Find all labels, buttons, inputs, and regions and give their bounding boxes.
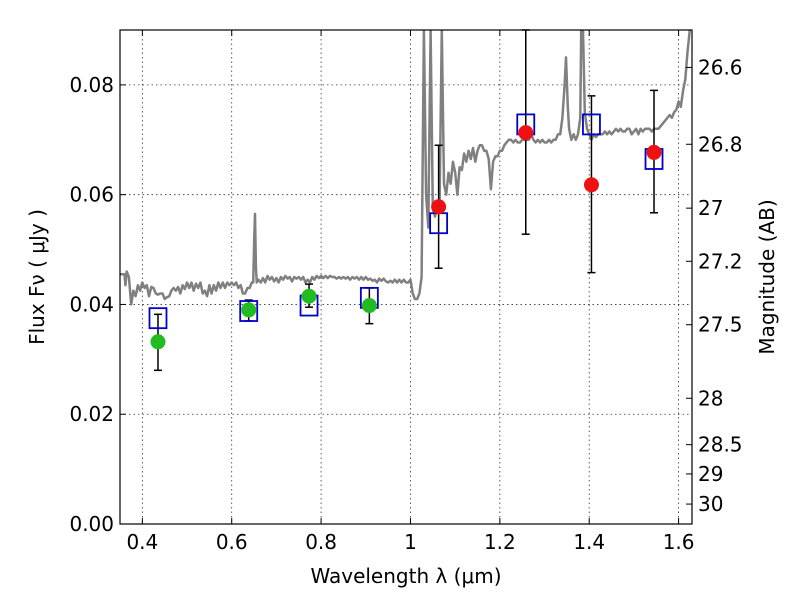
nir-data-point — [583, 177, 599, 193]
optical-data-point — [301, 288, 317, 304]
right-tick-label: 26.6 — [698, 55, 743, 79]
right-tick-label: 27.5 — [698, 313, 743, 337]
model-band-square — [239, 300, 259, 322]
nir-data-point — [431, 199, 447, 215]
x-axis-label: Wavelength λ (μm) — [310, 564, 501, 588]
right-axis-label: Magnitude (AB) — [755, 199, 779, 354]
right-tick-label: 27 — [698, 196, 723, 220]
model-band-square — [582, 113, 601, 136]
x-tick-label: 1.4 — [573, 530, 605, 554]
y-tick-label: 0.02 — [69, 402, 114, 426]
y-axis-label: Flux Fν ( μJy ) — [25, 209, 49, 345]
nir-data-point — [646, 144, 662, 160]
right-tick-label: 30 — [698, 492, 723, 516]
y-tick-label: 0.08 — [69, 73, 114, 97]
y-tick-label: 0.04 — [69, 292, 114, 316]
right-tick-label: 28 — [698, 386, 723, 410]
right-tick-label: 27.2 — [698, 249, 743, 273]
model-spectrum-line — [120, 30, 692, 306]
optical-data-point — [241, 302, 257, 318]
x-tick-label: 0.6 — [216, 530, 248, 554]
axis-ticks: 0.4 0.6 0.8 1 1.2 1.4 1.6 0.00 0.02 0.04 0.06 0.08 2… — [69, 30, 743, 554]
right-tick-label: 26.8 — [698, 132, 743, 156]
axes-frame — [119, 29, 693, 525]
x-tick-label: 0.8 — [305, 530, 337, 554]
x-tick-label: 1 — [404, 530, 417, 554]
grid — [120, 30, 692, 525]
optical-data-point — [150, 334, 166, 350]
nir-data-point — [518, 125, 534, 141]
y-tick-label: 0.06 — [69, 183, 114, 207]
x-tick-label: 1.2 — [484, 530, 516, 554]
optical-data-point — [361, 298, 377, 314]
plot-area — [120, 29, 692, 372]
right-tick-label: 28.5 — [698, 433, 743, 457]
model-band-square — [148, 307, 168, 330]
right-tick-label: 29 — [698, 462, 723, 486]
y-tick-label: 0.00 — [69, 512, 114, 536]
x-tick-label: 1.6 — [663, 530, 695, 554]
x-tick-label: 0.4 — [126, 530, 158, 554]
